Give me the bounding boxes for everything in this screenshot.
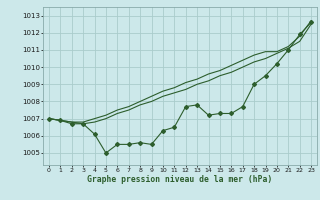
X-axis label: Graphe pression niveau de la mer (hPa): Graphe pression niveau de la mer (hPa) <box>87 175 273 184</box>
